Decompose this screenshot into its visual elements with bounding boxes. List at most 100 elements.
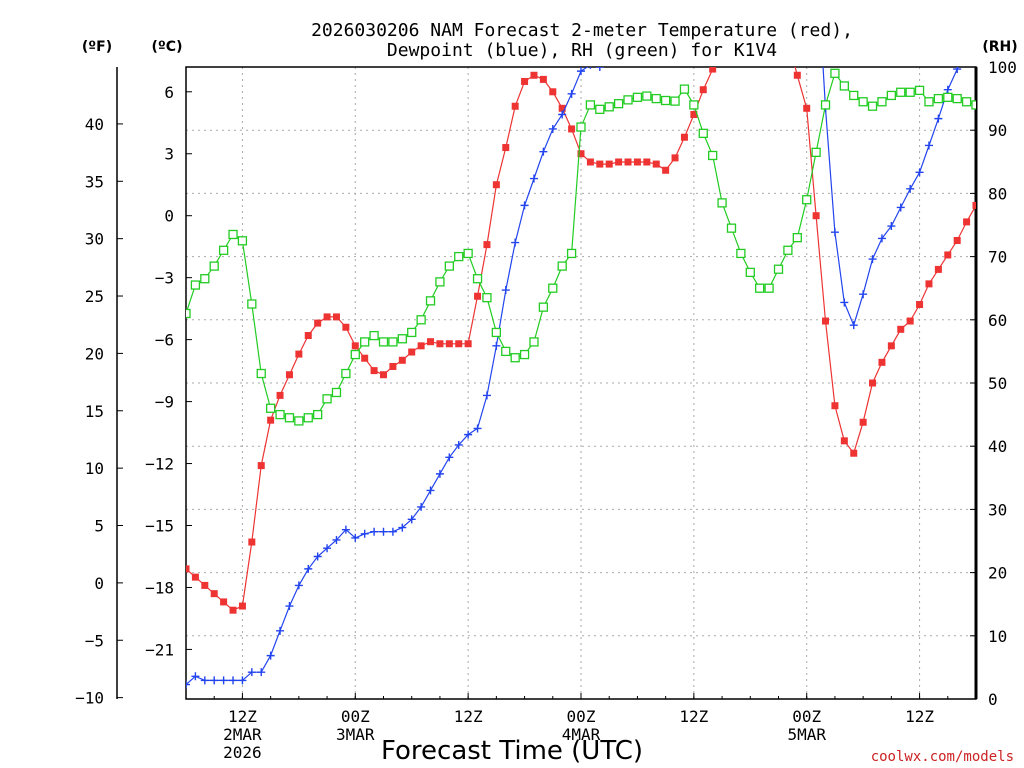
- 2-meter-temperature-point: [887, 342, 895, 350]
- dewpoint-point: [924, 141, 933, 150]
- rh-point: [425, 296, 436, 306]
- dewpoint-point: [304, 564, 313, 573]
- x-tick-label: 2026: [223, 743, 262, 762]
- celsius-tick-label: −21: [145, 640, 174, 659]
- dewpoint-point: [454, 440, 463, 449]
- dewpoint-point: [595, 67, 604, 71]
- rh-point: [407, 327, 417, 338]
- 2-meter-temperature-point: [793, 71, 801, 79]
- dewpoint-point: [520, 201, 529, 210]
- rh-point: [839, 81, 849, 91]
- 2-meter-temperature-point: [417, 342, 425, 350]
- dewpoint-point: [257, 668, 266, 677]
- 2-meter-temperature-point: [511, 102, 519, 110]
- dewpoint-point: [285, 602, 294, 611]
- rh-point: [294, 416, 304, 426]
- 2-meter-temperature-point: [878, 358, 886, 366]
- dewpoint-point: [360, 529, 369, 538]
- rh-tick-label: 80: [988, 184, 1007, 203]
- rh-point: [491, 327, 502, 338]
- 2-meter-temperature-point: [549, 88, 557, 96]
- rh-tick-label: 70: [988, 248, 1007, 267]
- rh-point: [557, 261, 567, 271]
- rh-point: [341, 368, 351, 379]
- celsius-tick-label: −3: [155, 269, 174, 288]
- rh-point: [397, 334, 407, 344]
- dewpoint-point: [492, 341, 501, 350]
- rh-point: [905, 87, 915, 97]
- rh-point: [755, 283, 765, 293]
- dewpoint-point: [511, 238, 520, 247]
- 2-meter-temperature-point: [304, 331, 312, 339]
- rh-point: [576, 122, 586, 132]
- dewpoint-point: [379, 527, 388, 536]
- rh-point: [924, 97, 934, 107]
- 2-meter-temperature-point: [944, 251, 952, 259]
- rh-point: [360, 337, 370, 347]
- 2-meter-temperature-point: [267, 416, 275, 424]
- dewpoint-point: [567, 89, 576, 98]
- rh-point: [802, 195, 812, 205]
- dewpoint-point: [709, 3, 717, 11]
- x-tick-label: 12Z: [228, 707, 257, 726]
- 2-meter-temperature-point: [596, 160, 604, 168]
- rh-point: [867, 101, 878, 111]
- x-tick-label: 00Z: [792, 707, 821, 726]
- 2-meter-temperature-point: [342, 323, 350, 331]
- rh-point: [773, 264, 784, 274]
- dewpoint-point: [200, 676, 209, 685]
- rh-point: [538, 302, 549, 312]
- fahrenheit-tick-label: 15: [85, 402, 104, 421]
- celsius-tick-label: 0: [164, 207, 174, 226]
- dewpoint-point: [840, 298, 849, 307]
- rh-point: [585, 100, 596, 110]
- 2-meter-temperature-point: [699, 86, 707, 94]
- 2-meter-temperature-point: [186, 565, 190, 573]
- rh-point: [209, 261, 219, 271]
- rh-point: [519, 349, 530, 360]
- fahrenheit-axis-label: (ºF): [82, 39, 112, 55]
- rh-tick-label: 20: [988, 564, 1007, 583]
- 2-meter-temperature-point: [671, 154, 679, 162]
- rh-point: [914, 85, 925, 96]
- 2-meter-temperature-point: [408, 348, 416, 356]
- x-tick-label: 4MAR: [562, 725, 601, 744]
- credit-text: coolwx.com/models: [871, 749, 1014, 765]
- rh-point: [186, 308, 191, 319]
- 2-meter-temperature-point: [916, 301, 924, 309]
- rh-point: [350, 349, 360, 360]
- rh-point: [256, 368, 266, 379]
- fahrenheit-tick-label: 40: [85, 115, 104, 134]
- dewpoint-point: [577, 67, 585, 76]
- rh-point: [265, 403, 276, 413]
- dewpoint-point: [370, 527, 379, 536]
- x-tick-label: 00Z: [341, 707, 370, 726]
- plot-frame: [185, 66, 977, 700]
- rh-point: [623, 95, 633, 105]
- rh-point: [190, 280, 201, 290]
- 2-meter-temperature-point: [709, 67, 717, 73]
- 2-meter-temperature-point: [850, 449, 858, 457]
- 2-meter-temperature-point: [502, 144, 510, 152]
- 2-meter-temperature-point: [803, 104, 811, 112]
- rh-point: [811, 147, 821, 157]
- dewpoint-point: [718, 0, 726, 5]
- dewpoint-point: [849, 321, 858, 330]
- dewpoint-point: [887, 222, 896, 231]
- dewpoint-point: [830, 228, 839, 237]
- 2-meter-temperature-point: [492, 181, 500, 189]
- rh-point: [764, 283, 774, 293]
- dewpoint-point: [388, 527, 397, 536]
- rh-point: [228, 229, 238, 240]
- dewpoint-point: [558, 110, 567, 119]
- dewpoint-point: [896, 203, 905, 212]
- dewpoint-point: [186, 680, 190, 689]
- fahrenheit-tick-label: 0: [94, 574, 104, 593]
- rh-point: [275, 409, 285, 420]
- 2-meter-temperature-point: [210, 590, 218, 598]
- 2-meter-temperature-point: [568, 125, 576, 133]
- celsius-tick-label: −12: [145, 455, 174, 474]
- x-tick-label: 12Z: [679, 707, 708, 726]
- dewpoint-point: [276, 626, 285, 635]
- 2-meter-temperature-point: [398, 356, 406, 364]
